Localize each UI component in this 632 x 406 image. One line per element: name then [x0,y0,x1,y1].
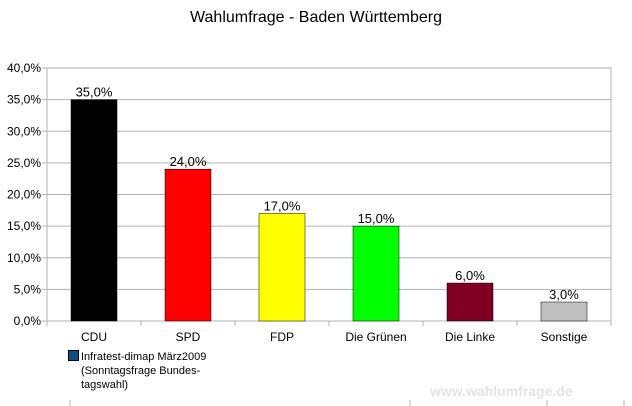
bar-spd [164,168,212,322]
legend-label-line2: (Sonntagsfrage Bundes- [81,365,201,377]
data-label: 24,0% [170,154,207,169]
x-tick-label: Die Linke [445,330,495,344]
bar-die-grünen [352,225,400,322]
data-label: 35,0% [76,85,113,100]
x-tick-label: FDP [270,330,294,344]
x-tick-label: CDU [81,330,107,344]
watermark: www.wahlumfrage.de [430,383,573,399]
data-label: 3,0% [549,287,579,302]
bar-cdu [70,99,118,322]
data-label: 6,0% [455,268,485,283]
legend-label: Infratest-dimap März2009 [81,351,207,363]
y-tick-label: 15,0% [7,219,41,233]
x-tick-label: Sonstige [541,330,588,344]
x-tick-label: Die Grünen [345,330,406,344]
legend-swatch [68,350,79,361]
y-tick-label: 30,0% [7,124,41,138]
y-tick-label: 40,0% [7,61,41,75]
bar-fdp [258,213,306,322]
y-tick-label: 35,0% [7,93,41,107]
y-tick-label: 25,0% [7,156,41,170]
x-tick-label: SPD [176,330,201,344]
y-tick-label: 10,0% [7,251,41,265]
y-tick-label: 20,0% [7,188,41,202]
legend: Infratest-dimap März2009 (Sonntagsfrage … [68,350,238,391]
legend-label-line3: tagswahl) [81,379,129,391]
bar-die-linke [446,282,494,322]
y-tick-label: 0,0% [14,314,42,328]
data-label: 17,0% [264,198,301,213]
bar-sonstige [540,301,588,322]
y-tick-label: 5,0% [14,282,42,296]
data-label: 15,0% [358,211,395,226]
chart-title: Wahlumfrage - Baden Württemberg [190,9,442,26]
